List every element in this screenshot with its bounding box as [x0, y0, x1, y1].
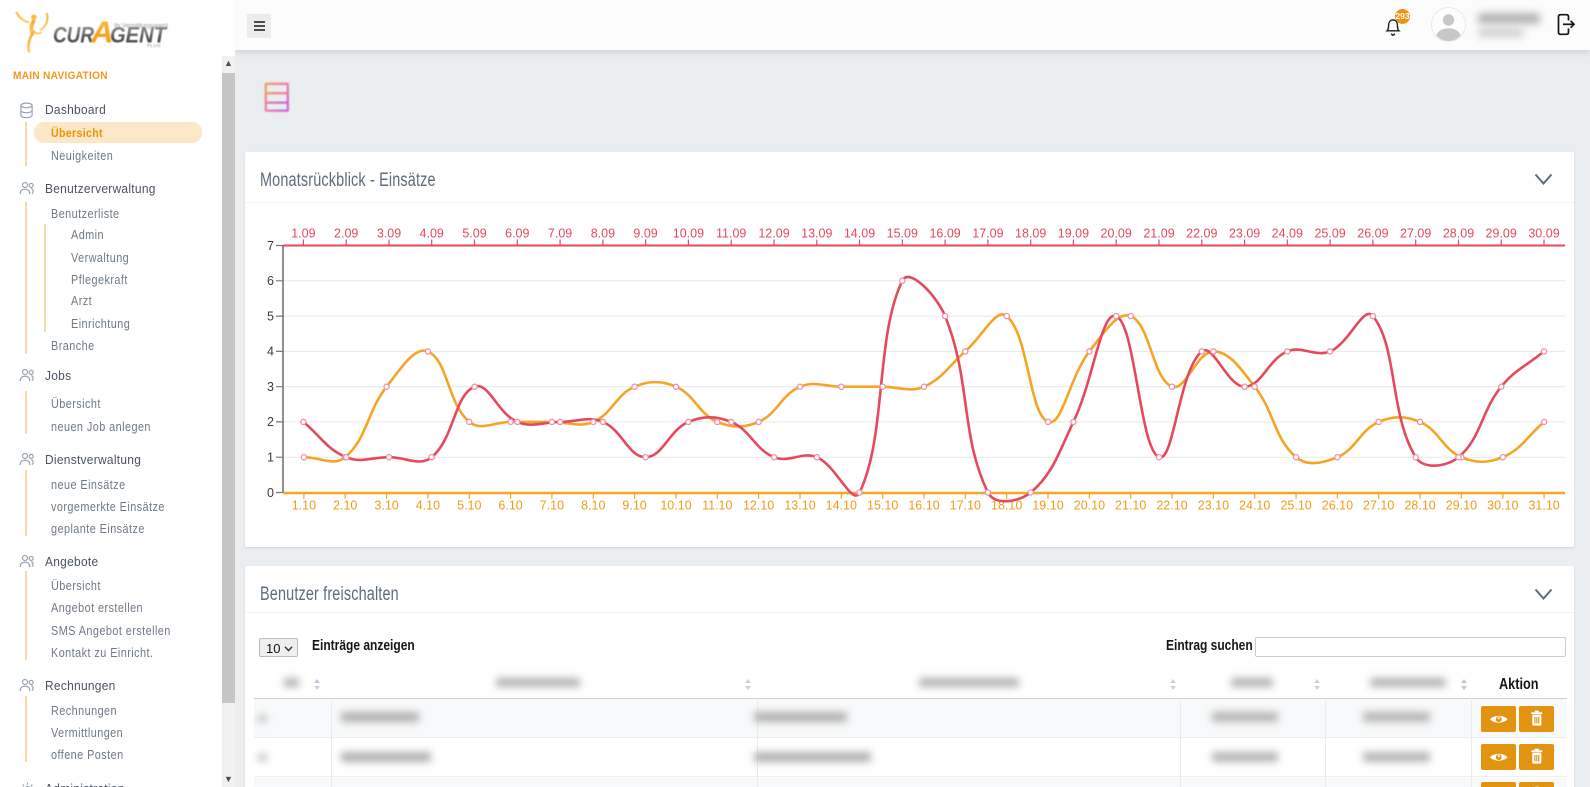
- svg-text:20.10: 20.10: [1074, 498, 1105, 512]
- svg-text:3: 3: [267, 380, 274, 394]
- svg-text:30.09: 30.09: [1528, 226, 1559, 240]
- svg-text:28.09: 28.09: [1443, 226, 1474, 240]
- svg-text:4: 4: [267, 344, 274, 358]
- svg-text:17.10: 17.10: [950, 498, 981, 512]
- svg-text:9.09: 9.09: [633, 226, 657, 240]
- svg-text:25.10: 25.10: [1280, 498, 1311, 512]
- svg-text:23.09: 23.09: [1229, 226, 1260, 240]
- svg-text:PLUS: PLUS: [147, 43, 161, 49]
- svg-text:3.10: 3.10: [374, 498, 398, 512]
- svg-text:22.09: 22.09: [1186, 226, 1217, 240]
- svg-text:2.10: 2.10: [333, 498, 357, 512]
- svg-text:7: 7: [267, 238, 274, 252]
- svg-text:25.09: 25.09: [1314, 226, 1345, 240]
- svg-text:GENT: GENT: [110, 23, 168, 48]
- svg-text:A: A: [90, 15, 113, 50]
- svg-text:18.10: 18.10: [991, 498, 1022, 512]
- svg-text:16.09: 16.09: [929, 226, 960, 240]
- svg-text:14.10: 14.10: [826, 498, 857, 512]
- svg-text:24.10: 24.10: [1239, 498, 1270, 512]
- svg-text:24.09: 24.09: [1272, 226, 1303, 240]
- svg-text:13.09: 13.09: [801, 226, 832, 240]
- svg-text:30.10: 30.10: [1487, 498, 1518, 512]
- svg-text:27.10: 27.10: [1363, 498, 1394, 512]
- svg-text:27.09: 27.09: [1400, 226, 1431, 240]
- svg-text:6: 6: [267, 274, 274, 288]
- svg-text:6.09: 6.09: [505, 226, 529, 240]
- svg-text:4.10: 4.10: [416, 498, 440, 512]
- svg-text:15.10: 15.10: [867, 498, 898, 512]
- svg-text:12.09: 12.09: [758, 226, 789, 240]
- svg-text:20.09: 20.09: [1101, 226, 1132, 240]
- svg-text:12.10: 12.10: [743, 498, 774, 512]
- svg-text:3.09: 3.09: [377, 226, 401, 240]
- svg-text:5.10: 5.10: [457, 498, 481, 512]
- svg-text:11.09: 11.09: [716, 226, 746, 240]
- svg-text:31.10: 31.10: [1528, 498, 1559, 512]
- svg-text:Ihr Vermittlungsagent: Ihr Vermittlungsagent: [114, 24, 168, 30]
- svg-text:22.10: 22.10: [1156, 498, 1187, 512]
- svg-text:7.09: 7.09: [548, 226, 572, 240]
- svg-text:4.09: 4.09: [420, 226, 444, 240]
- svg-text:21.10: 21.10: [1115, 498, 1146, 512]
- svg-text:11.10: 11.10: [702, 498, 732, 512]
- svg-text:2: 2: [267, 415, 274, 429]
- svg-text:19.10: 19.10: [1032, 498, 1063, 512]
- svg-text:1.10: 1.10: [292, 498, 316, 512]
- svg-text:10.10: 10.10: [660, 498, 691, 512]
- svg-text:19.09: 19.09: [1058, 226, 1089, 240]
- svg-text:29.09: 29.09: [1486, 226, 1517, 240]
- svg-text:8.10: 8.10: [581, 498, 605, 512]
- svg-text:2.09: 2.09: [334, 226, 358, 240]
- svg-text:0: 0: [267, 485, 274, 499]
- svg-text:15.09: 15.09: [887, 226, 918, 240]
- svg-text:1: 1: [267, 450, 274, 464]
- svg-text:6.10: 6.10: [498, 498, 522, 512]
- svg-text:9.10: 9.10: [622, 498, 646, 512]
- svg-text:5.09: 5.09: [462, 226, 486, 240]
- svg-text:8.09: 8.09: [591, 226, 615, 240]
- svg-text:18.09: 18.09: [1015, 226, 1046, 240]
- svg-text:1.09: 1.09: [291, 226, 315, 240]
- svg-text:14.09: 14.09: [844, 226, 875, 240]
- svg-text:29.10: 29.10: [1446, 498, 1477, 512]
- svg-text:13.10: 13.10: [784, 498, 815, 512]
- svg-text:17.09: 17.09: [972, 226, 1003, 240]
- svg-text:CUR: CUR: [53, 23, 95, 48]
- svg-text:26.10: 26.10: [1322, 498, 1353, 512]
- svg-text:10.09: 10.09: [673, 226, 704, 240]
- svg-text:21.09: 21.09: [1143, 226, 1174, 240]
- svg-text:7.10: 7.10: [540, 498, 564, 512]
- svg-text:28.10: 28.10: [1404, 498, 1435, 512]
- svg-text:23.10: 23.10: [1198, 498, 1229, 512]
- svg-text:26.09: 26.09: [1357, 226, 1388, 240]
- svg-text:16.10: 16.10: [908, 498, 939, 512]
- svg-text:5: 5: [267, 309, 274, 323]
